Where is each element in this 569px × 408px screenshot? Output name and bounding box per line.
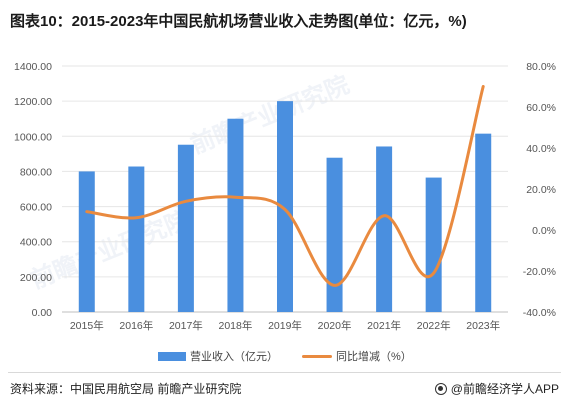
x-tick-label: 2016年 <box>119 319 153 332</box>
y-left-tick-label: 400.00 <box>20 237 52 249</box>
bar-2021年 <box>376 146 393 312</box>
x-tick-label: 2023年 <box>466 319 500 332</box>
y-left-tick-label: 1000.00 <box>14 131 52 143</box>
bar-2020年 <box>326 157 343 312</box>
x-tick-label: 2021年 <box>367 319 401 332</box>
legend: 营业收入（亿元） 同比增减（%） <box>0 348 569 366</box>
y-right-tick-label: -20.0% <box>523 266 556 278</box>
y-right-tick-label: 0.0% <box>532 225 556 237</box>
y-right-tick-label: 80.0% <box>526 61 556 73</box>
bar-2018年 <box>227 118 244 312</box>
x-tick-label: 2015年 <box>70 319 104 332</box>
legend-item-revenue: 营业收入（亿元） <box>158 348 278 364</box>
legend-bar-swatch <box>158 351 186 361</box>
bar-2017年 <box>177 144 194 312</box>
y-left-tick-label: 1200.00 <box>14 96 52 108</box>
x-tick-label: 2022年 <box>417 319 451 332</box>
brand-logo-icon <box>434 382 447 395</box>
source-note: 资料来源：中国民用航空局 前瞻产业研究院 <box>10 382 242 396</box>
brand-credit: @前瞻经济学人APP <box>434 380 559 397</box>
chart-canvas: 0.00 200.00 400.00 600.00 800.00 1000.00 1200.… <box>14 61 556 332</box>
bar-2016年 <box>128 166 145 312</box>
y-left-tick-label: 800.00 <box>20 166 52 178</box>
bar-2019年 <box>277 101 293 313</box>
x-tick-label: 2017年 <box>169 319 203 332</box>
legend-label-growth: 同比增减（%） <box>336 351 412 363</box>
y-left-tick-label: 200.00 <box>20 272 52 284</box>
x-tick-label: 2019年 <box>268 319 302 332</box>
brand-label: @前瞻经济学人APP <box>450 382 559 396</box>
y-left-tick-label: 600.00 <box>20 202 52 214</box>
y-left-tick-label: 0.00 <box>32 307 53 319</box>
bar-2023年 <box>475 133 492 312</box>
legend-line-swatch <box>302 354 332 358</box>
bar-2015年 <box>78 171 95 312</box>
y-right-tick-label: -40.0% <box>523 307 556 319</box>
x-tick-label: 2020年 <box>318 319 352 332</box>
y-left-tick-label: 1400.00 <box>14 61 52 73</box>
legend-label-revenue: 营业收入（亿元） <box>190 351 278 363</box>
x-tick-label: 2018年 <box>219 319 253 332</box>
y-right-tick-label: 40.0% <box>526 143 556 155</box>
legend-item-growth: 同比增减（%） <box>302 348 412 364</box>
y-right-tick-label: 60.0% <box>526 102 556 114</box>
bar-2022年 <box>425 177 442 312</box>
chart-title: 图表10：2015-2023年中国民航机场营业收入走势图(单位：亿元，%) <box>10 13 467 30</box>
y-right-tick-label: 20.0% <box>526 184 556 196</box>
footer-divider <box>8 372 561 373</box>
